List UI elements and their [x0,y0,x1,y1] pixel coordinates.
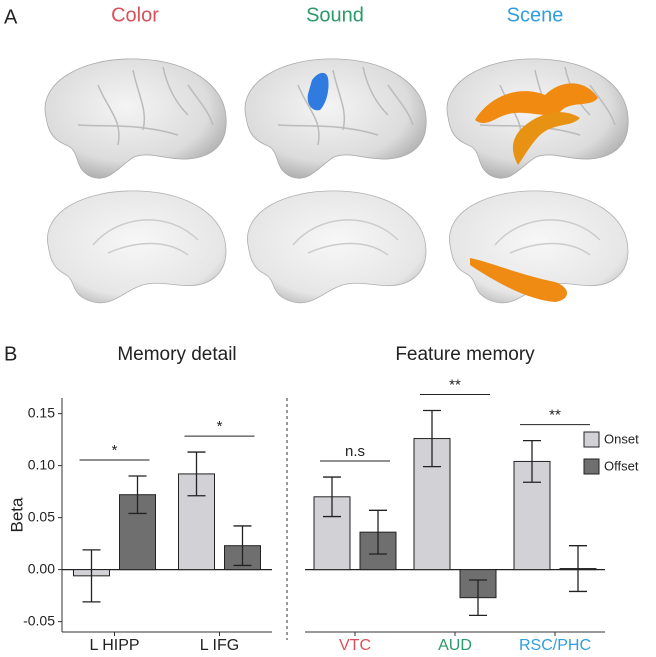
y-tick-label: 0.05 [28,508,55,524]
significance-label: ** [549,407,561,424]
error-bar [523,439,541,483]
error-bar [469,579,487,617]
chart-title: Memory detail [117,344,236,365]
legend-label: Offset [604,458,639,473]
legend-swatch [583,458,600,475]
legend-swatch [583,431,600,448]
significance-label: n.s [345,443,365,460]
x-tick-label: L IFG [200,637,239,654]
error-bar [233,525,252,567]
error-bar [323,476,341,518]
y-tick-label: -0.05 [23,612,55,628]
error-bar [128,475,147,515]
significance-label: * [112,442,118,459]
y-tick-label: 0.00 [28,560,55,576]
x-tick-label: RSC/PHC [519,637,591,654]
activation-blob [475,83,598,124]
y-axis-label: Beta [7,497,26,533]
activation-blob [470,258,568,302]
error-bar [369,509,387,555]
brain-lateral [44,58,227,179]
panel-label: A [4,6,18,28]
error-bar [82,549,101,603]
panel-label: B [4,343,17,365]
brain-medial [46,190,227,304]
legend-label: Onset [604,431,639,446]
error-bar [187,451,206,497]
y-tick-label: 0.15 [28,404,55,420]
chart-title: Feature memory [395,344,535,365]
brain-medial [246,190,427,304]
y-tick-label: 0.10 [28,456,55,472]
error-bar [423,409,441,468]
brain-lateral [244,58,427,179]
brain-title: Scene [507,4,564,26]
brain-title: Sound [306,4,364,26]
significance-label: * [217,418,223,435]
activation-blob [307,72,329,111]
activation-blob [512,112,580,165]
significance-label: ** [449,376,461,393]
x-tick-label: AUD [438,637,472,654]
brain-title: Color [111,4,159,26]
x-tick-label: VTC [339,637,371,654]
error-bar [569,545,587,593]
x-tick-label: L HIPP [89,637,139,654]
